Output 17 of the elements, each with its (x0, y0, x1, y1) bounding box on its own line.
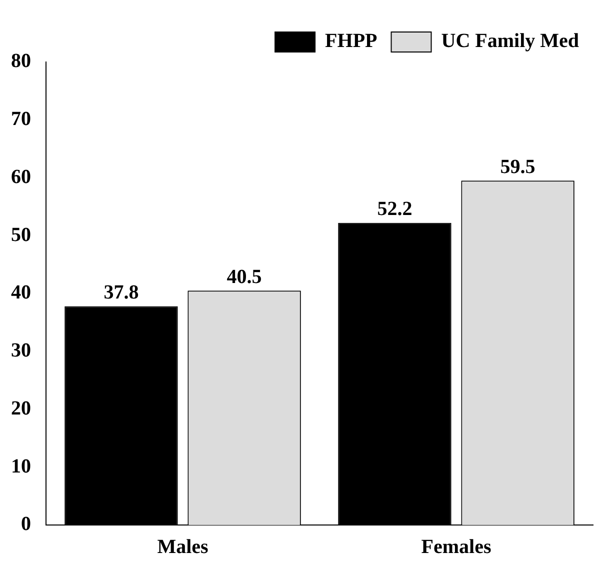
data-label: 59.5 (500, 156, 536, 178)
legend-label: FHPP (325, 30, 378, 52)
y-tick-label: 0 (21, 513, 31, 536)
data-label: 52.2 (377, 198, 412, 220)
y-tick-label: 50 (11, 224, 31, 246)
y-tick-label: 20 (11, 397, 31, 420)
x-tick-label: Females (421, 536, 492, 558)
data-label: 37.8 (104, 281, 139, 304)
legend-label: UC Family Med (441, 30, 580, 52)
y-tick-label: 70 (11, 108, 31, 130)
data-label: 40.5 (226, 266, 262, 288)
x-tick-label: Males (157, 536, 209, 558)
y-tick-label: 30 (11, 340, 31, 362)
y-tick-label: 40 (11, 282, 31, 304)
y-tick-label: 10 (11, 455, 31, 478)
y-tick-label: 60 (11, 166, 31, 188)
y-tick-label: 80 (11, 50, 31, 72)
